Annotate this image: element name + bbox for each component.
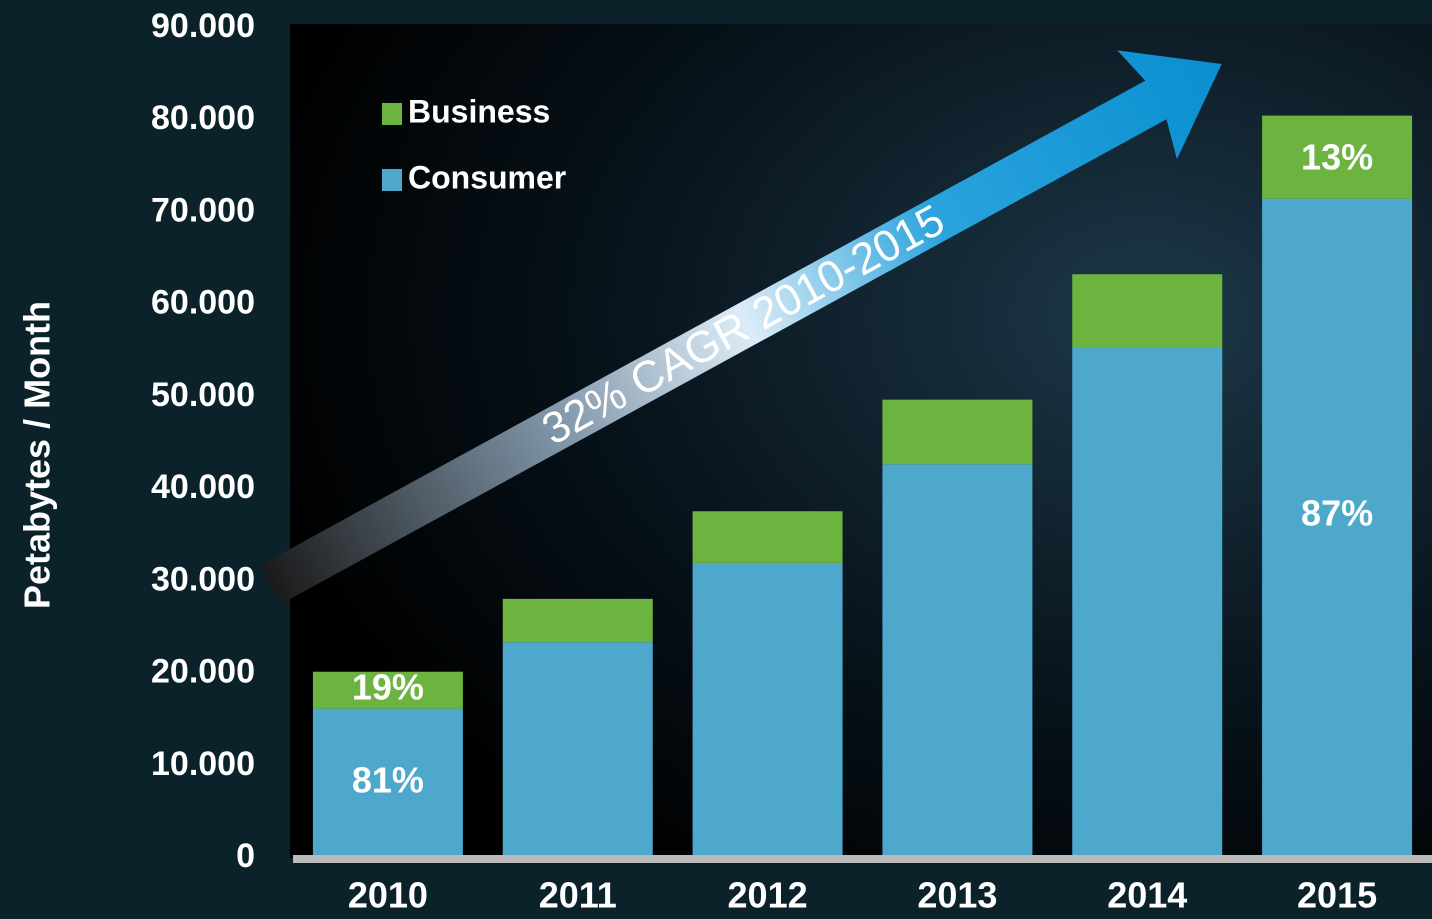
legend-swatch xyxy=(382,103,402,125)
y-tick-label: 0 xyxy=(236,837,255,875)
bar-label: 87% xyxy=(1301,493,1373,534)
plot-area xyxy=(290,24,1432,858)
bar-segment xyxy=(692,511,843,563)
bar-segment xyxy=(1262,198,1413,859)
legend-label: Consumer xyxy=(408,159,566,195)
arrow-shape xyxy=(259,50,1222,605)
bar-segment xyxy=(882,464,1033,858)
bar-label: 13% xyxy=(1301,137,1373,178)
x-tick-label: 2013 xyxy=(917,875,997,916)
bar-label: 19% xyxy=(352,667,424,708)
y-tick-label: 40.000 xyxy=(151,468,255,506)
bar-segment xyxy=(882,399,1033,465)
y-tick-label: 70.000 xyxy=(151,191,255,229)
legend-swatch xyxy=(382,169,402,191)
bar-label: 81% xyxy=(352,760,424,801)
bar-segment xyxy=(312,671,463,709)
y-tick-label: 10.000 xyxy=(151,745,255,783)
bar-segment xyxy=(1072,348,1223,858)
x-tick-label: 2015 xyxy=(1297,875,1377,916)
x-tick-label: 2014 xyxy=(1107,875,1187,916)
bar-segment xyxy=(502,642,653,858)
bar-segment xyxy=(692,562,843,858)
y-tick-label: 50.000 xyxy=(151,376,255,414)
y-tick-label: 20.000 xyxy=(151,653,255,691)
x-tick-label: 2011 xyxy=(539,875,617,916)
x-tick-label: 2010 xyxy=(348,875,428,916)
y-axis-label: Petabytes / Month xyxy=(17,301,58,609)
y-tick-label: 90.000 xyxy=(151,7,255,45)
y-tick-label: 80.000 xyxy=(151,99,255,137)
y-tick-label: 30.000 xyxy=(151,560,255,598)
bar-segment xyxy=(1072,274,1223,349)
bar-segment xyxy=(312,708,463,858)
y-tick-label: 60.000 xyxy=(151,284,255,322)
bar-segment xyxy=(1262,115,1413,199)
legend-label: Business xyxy=(408,93,550,129)
x-tick-label: 2012 xyxy=(728,875,808,916)
bar-segment xyxy=(502,598,653,643)
